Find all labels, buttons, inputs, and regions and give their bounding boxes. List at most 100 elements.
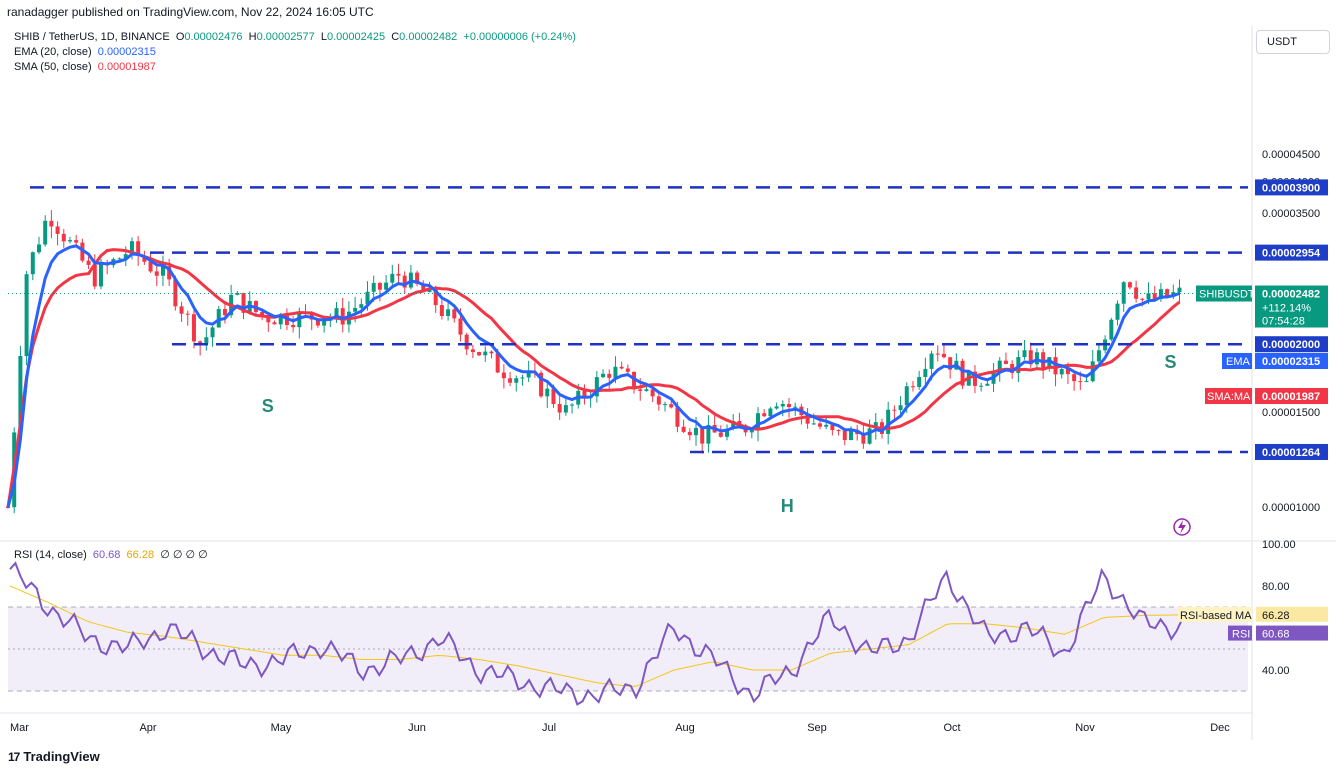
candle-down xyxy=(972,371,977,386)
candle-down xyxy=(464,334,469,350)
published-by-text: ranadagger published on TradingView.com,… xyxy=(7,5,374,19)
currency-button[interactable]: USDT xyxy=(1256,30,1330,54)
candle-up xyxy=(1022,350,1027,358)
rsi-ma-legend-value: 66.28 xyxy=(126,549,155,561)
high-value: 0.00002577 xyxy=(256,31,315,43)
candle-up xyxy=(483,351,488,356)
open-value: 0.00002476 xyxy=(184,31,243,43)
x-tick-label-mar: Mar xyxy=(10,722,29,734)
rsi-ma-tag-text: RSI-based MA xyxy=(1180,610,1252,622)
candle-down xyxy=(1065,368,1070,375)
candle-up xyxy=(756,413,761,430)
tradingview-logo-icon: 17 xyxy=(8,749,20,764)
y-tick-label: 0.00004500 xyxy=(1262,149,1320,161)
candle-up xyxy=(1096,350,1101,362)
candle-up xyxy=(563,405,568,413)
tradingview-logo[interactable]: 17 TradingView xyxy=(8,749,100,764)
candle-down xyxy=(1078,381,1083,383)
candle-up xyxy=(997,360,1002,372)
candle-down xyxy=(1152,293,1157,299)
candle-down xyxy=(687,431,692,436)
sma-axis-label xyxy=(1255,388,1328,404)
x-tick-label-jun: Jun xyxy=(408,722,426,734)
ema-legend[interactable]: EMA (20, close) 0.00002315 xyxy=(14,46,156,58)
candle-down xyxy=(836,430,841,432)
candle-up xyxy=(898,405,903,410)
x-tick-label-aug: Aug xyxy=(675,722,695,734)
last-price-axis-box xyxy=(1255,285,1328,328)
candle-up xyxy=(985,383,990,386)
symbol-name[interactable]: SHIB / TetherUS, 1D, BINANCE xyxy=(14,31,170,43)
candle-down xyxy=(92,264,97,287)
level-axis-label xyxy=(1255,179,1328,196)
tradingview-logo-text: TradingView xyxy=(23,749,100,764)
x-tick-label-oct: Oct xyxy=(943,722,960,734)
level-axis-label xyxy=(1255,336,1328,353)
candle-down xyxy=(508,378,513,383)
sma-axis-text: 0.00001987 xyxy=(1262,391,1320,403)
candle-down xyxy=(309,312,314,320)
candle-up xyxy=(1146,293,1151,300)
candle-down xyxy=(700,427,705,444)
low-value: 0.00002425 xyxy=(326,31,386,43)
candle-down xyxy=(948,357,953,370)
x-tick-label-apr: Apr xyxy=(139,722,156,734)
sma-legend[interactable]: SMA (50, close) 0.00001987 xyxy=(14,61,156,73)
candle-down xyxy=(582,390,587,398)
candle-up xyxy=(594,377,599,397)
candle-down xyxy=(842,430,847,441)
candle-up xyxy=(979,385,984,387)
candle-down xyxy=(49,220,54,227)
candle-up xyxy=(725,428,730,437)
candle-up xyxy=(216,309,221,328)
ema-20-line xyxy=(6,244,1181,508)
candle-down xyxy=(315,319,320,326)
rsi-line xyxy=(9,561,1183,706)
candle-down xyxy=(136,241,141,256)
rsi-ma-axis-label xyxy=(1256,606,1328,622)
candle-down xyxy=(433,287,438,306)
level-axis-text: 0.00002000 xyxy=(1262,339,1320,351)
candle-up xyxy=(67,240,72,242)
candle-down xyxy=(415,272,420,284)
candle-up xyxy=(904,386,909,406)
candle-down xyxy=(787,403,791,408)
candle-up xyxy=(644,389,649,392)
candle-down xyxy=(638,389,643,392)
candle-down xyxy=(762,413,767,417)
candle-down xyxy=(452,309,457,319)
candle-up xyxy=(774,406,779,409)
sma-tag xyxy=(1205,388,1252,404)
candle-up xyxy=(446,309,451,316)
ema-axis-label xyxy=(1255,353,1328,369)
candle-down xyxy=(1072,374,1077,382)
candle-down xyxy=(396,273,401,276)
candle-up xyxy=(811,423,816,425)
x-tick-label-may: May xyxy=(271,722,292,734)
candle-up xyxy=(731,420,736,429)
candle-down xyxy=(960,360,965,386)
candle-down xyxy=(861,434,866,444)
candle-down xyxy=(86,260,91,265)
candle-down xyxy=(1003,360,1008,364)
y-tick-label: 0.00001500 xyxy=(1262,407,1320,419)
candle-down xyxy=(260,311,265,317)
level-axis-text: 0.00001264 xyxy=(1262,447,1321,459)
candle-up xyxy=(923,368,928,377)
candle-down xyxy=(910,386,915,388)
candle-down xyxy=(1028,350,1033,365)
candle-up xyxy=(371,282,376,292)
rsi-legend-extra: ∅ ∅ ∅ ∅ xyxy=(160,549,208,561)
candle-down xyxy=(941,353,946,358)
candle-up xyxy=(917,376,922,387)
rsi-legend[interactable]: RSI (14, close) 60.68 66.28 ∅ ∅ ∅ ∅ xyxy=(14,548,208,561)
candle-down xyxy=(266,316,271,323)
candle-up xyxy=(706,425,711,444)
sma-legend-value: 0.00001987 xyxy=(97,61,156,73)
rsi-ma-line xyxy=(9,585,1183,687)
flash-icon xyxy=(1173,518,1191,536)
candle-down xyxy=(681,426,686,432)
candle-down xyxy=(173,279,178,307)
rsi-ma-tag xyxy=(1178,606,1252,622)
